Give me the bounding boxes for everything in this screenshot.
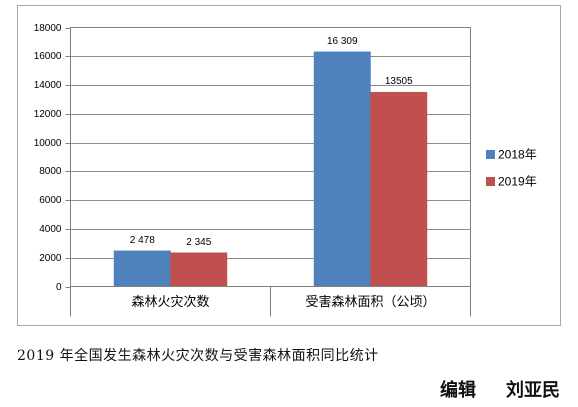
y-tick-label: 6000: [39, 195, 62, 206]
y-tick-label: 8000: [39, 166, 62, 177]
y-tick-label: 12000: [34, 109, 62, 120]
legend-label-0: 2018年: [498, 148, 537, 162]
data-label-series1-cat1: 13505: [385, 76, 413, 87]
y-tick-label: 18000: [34, 23, 62, 34]
y-tick-label: 14000: [34, 80, 62, 91]
legend-label-1: 2019年: [498, 175, 537, 189]
chart-caption: 2019 年全国发生森林火灾次数与受害森林面积同比统计: [17, 348, 379, 364]
data-labels: 2 478 2 345 16 309 13505: [130, 36, 413, 248]
bar-series1-cat0: [170, 252, 228, 287]
data-label-series0-cat0: 2 478: [130, 235, 155, 246]
data-label-series0-cat1: 16 309: [327, 36, 358, 47]
bar-series0-cat0: [113, 250, 171, 287]
bars: [113, 51, 428, 287]
data-label-series1-cat0: 2 345: [186, 237, 211, 248]
y-tick-label: 2000: [39, 253, 62, 264]
y-tick-label: 4000: [39, 224, 62, 235]
y-tick-label: 10000: [34, 138, 62, 149]
editor-credit: 编辑 刘亚民: [440, 376, 560, 402]
legend-swatch-1: [486, 177, 495, 186]
y-axis: 0 2000 4000 6000 8000 10000 12000 14000 16000 180…: [34, 23, 71, 293]
category-label-1: 受害森林面积（公顷）: [305, 294, 435, 310]
category-label-0: 森林火灾次数: [131, 294, 209, 310]
bar-series1-cat1: [370, 91, 428, 287]
bar-series0-cat1: [313, 51, 371, 287]
legend: 2018年 2019年: [486, 148, 537, 189]
category-axis: 森林火灾次数 受害森林面积（公顷）: [70, 286, 471, 317]
editor-label: 编辑: [440, 380, 476, 401]
editor-name: 刘亚民: [506, 380, 560, 401]
chart-frame: [17, 5, 561, 326]
y-tick-label: 16000: [34, 51, 62, 62]
legend-swatch-0: [486, 150, 495, 159]
y-tick-label: 0: [56, 282, 62, 293]
